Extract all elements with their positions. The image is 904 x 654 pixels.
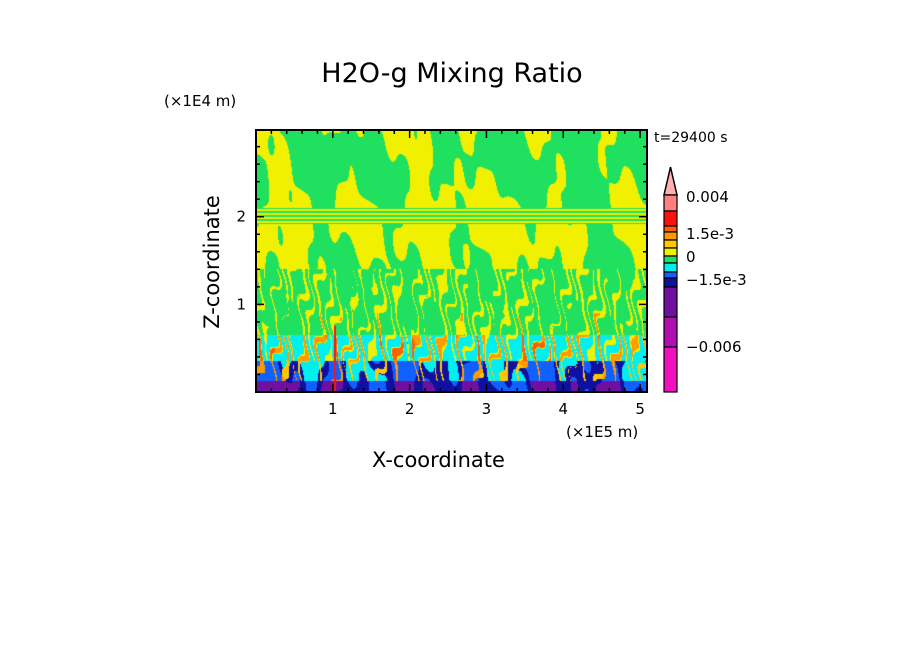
colorbar-segment — [663, 210, 678, 227]
colorbar-segment — [663, 255, 678, 264]
colorbar-segment — [663, 346, 678, 393]
colorbar-tick-label: 0.004 — [686, 188, 729, 206]
x-axis-label: X-coordinate — [372, 448, 505, 472]
x-tick-label: 1 — [328, 400, 338, 418]
colorbar-segment — [663, 194, 678, 212]
colorbar-tick-label: −1.5e-3 — [686, 271, 747, 289]
colorbar-segment — [663, 225, 678, 233]
colorbar-tick-label: 0 — [686, 248, 696, 266]
contour-field — [256, 130, 647, 392]
colorbar-segment — [663, 262, 678, 273]
y-tick-label: 2 — [236, 208, 246, 226]
x-tick-label: 4 — [558, 400, 568, 418]
z-unit-label: (×1E4 m) — [164, 92, 237, 110]
colorbar-segment — [663, 286, 678, 318]
x-unit-label: (×1E5 m) — [566, 423, 639, 441]
y-tick-label: 1 — [236, 295, 246, 313]
colorbar-segment — [663, 239, 678, 249]
chart-title-text: H2O-g Mixing Ratio — [321, 58, 583, 89]
x-tick-label: 5 — [635, 400, 645, 418]
colorbar-extend-triangle — [663, 166, 678, 196]
colorbar-tick-label: 1.5e-3 — [686, 225, 734, 243]
x-tick-label: 3 — [482, 400, 492, 418]
colorbar-segment — [663, 316, 678, 348]
colorbar-segment — [663, 277, 678, 288]
plot-frame — [255, 129, 648, 393]
colorbar-segment — [663, 247, 678, 257]
colorbar-segment — [663, 271, 678, 279]
x-tick-label: 2 — [405, 400, 415, 418]
time-label: t=29400 s — [654, 130, 728, 146]
colorbar-segment — [663, 231, 678, 241]
chart-title: H2O-g Mixing Ratio — [0, 58, 904, 89]
colorbar-tick-label: −0.006 — [686, 338, 742, 356]
